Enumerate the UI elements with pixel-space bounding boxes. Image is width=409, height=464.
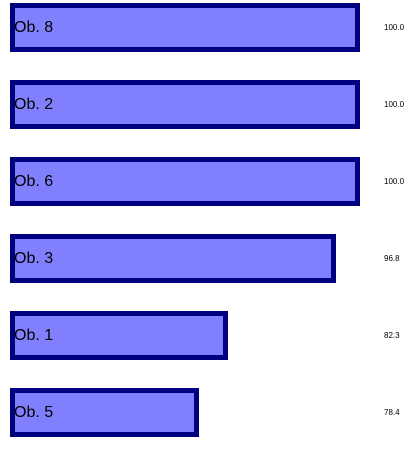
bar-value-label: 100.0 <box>384 176 405 186</box>
bar <box>10 234 337 283</box>
bar-category-label: Ob. 3 <box>14 249 54 267</box>
bar <box>10 3 360 52</box>
bar-value-label: 82.3 <box>384 330 400 340</box>
bar-value-label: 100.0 <box>384 99 405 109</box>
bar-value-label: 100.0 <box>384 22 405 32</box>
bar-category-label: Ob. 2 <box>14 95 54 113</box>
bar-value-label: 96.8 <box>384 253 400 263</box>
bar <box>10 388 199 437</box>
bar-value-label: 78.4 <box>384 407 400 417</box>
bar <box>10 80 360 129</box>
bar <box>10 311 229 360</box>
bar <box>10 157 360 206</box>
bar-category-label: Ob. 1 <box>14 326 54 344</box>
bar-category-label: Ob. 6 <box>14 172 54 190</box>
bar-category-label: Ob. 5 <box>14 403 54 421</box>
bar-category-label: Ob. 8 <box>14 18 54 36</box>
